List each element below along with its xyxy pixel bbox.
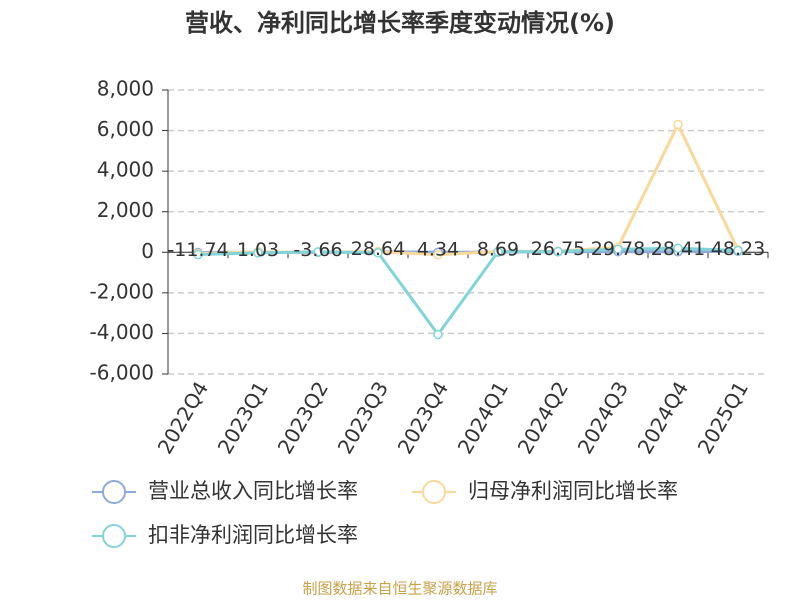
data-label: -3.66: [293, 239, 342, 261]
data-point: [193, 249, 203, 260]
x-tick-label: 2023Q1: [213, 377, 273, 458]
series-line: [197, 246, 739, 337]
legend-label: 扣非净利润同比增长率: [148, 523, 358, 547]
series-line: [197, 121, 740, 257]
x-tick-label: 2024Q3: [573, 377, 633, 458]
data-point: [373, 247, 383, 258]
x-tick-label: 2024Q1: [453, 377, 513, 458]
data-label: 26.75: [531, 238, 585, 260]
data-point: [673, 243, 683, 253]
data-point: [733, 245, 743, 256]
y-tick-label: 4,000: [97, 158, 154, 182]
x-tick-label: 2023Q3: [333, 377, 393, 458]
x-tick-label: 2024Q4: [633, 377, 693, 458]
x-tick-label: 2023Q4: [393, 377, 453, 458]
chart-title: 营收、净利同比增长率季度变动情况(%): [185, 9, 615, 37]
data-point: [493, 246, 503, 257]
data-point: [433, 249, 443, 260]
x-tick-label: 2023Q2: [273, 377, 333, 458]
data-label: -11.74: [167, 239, 228, 261]
data-point: [433, 329, 443, 340]
data-label: 4.34: [417, 239, 459, 261]
y-tick-label: 0: [141, 239, 154, 263]
data-point: [253, 248, 263, 258]
data-label: 28.41: [651, 238, 705, 260]
data-label: 8.69: [477, 239, 519, 261]
legend-label: 归母净利润同比增长率: [468, 479, 678, 503]
data-label: 28.64: [351, 238, 405, 260]
x-tick-label: 2022Q4: [153, 377, 213, 458]
data-point: [673, 119, 683, 130]
legend-marker: [102, 524, 126, 548]
y-tick-label: -4,000: [90, 320, 154, 344]
y-tick-label: 8,000: [97, 77, 154, 101]
x-tick-label: 2025Q1: [693, 377, 753, 458]
legend-marker: [102, 480, 126, 504]
x-tick-label: 2024Q2: [513, 377, 573, 458]
y-tick-label: 6,000: [97, 117, 154, 141]
data-label: 29.78: [591, 238, 645, 260]
y-tick-label: -2,000: [90, 279, 154, 303]
source-note: 制图数据来自恒生聚源数据库: [302, 580, 497, 598]
data-label: 1.03: [237, 239, 279, 261]
y-tick-label: -6,000: [90, 361, 154, 385]
legend-marker: [422, 480, 446, 504]
data-point: [553, 246, 563, 257]
legend-label: 营业总收入同比增长率: [148, 479, 358, 503]
y-tick-label: 2,000: [97, 198, 154, 222]
data-point: [313, 247, 323, 257]
data-point: [613, 244, 623, 254]
data-label: 48.23: [711, 238, 765, 260]
